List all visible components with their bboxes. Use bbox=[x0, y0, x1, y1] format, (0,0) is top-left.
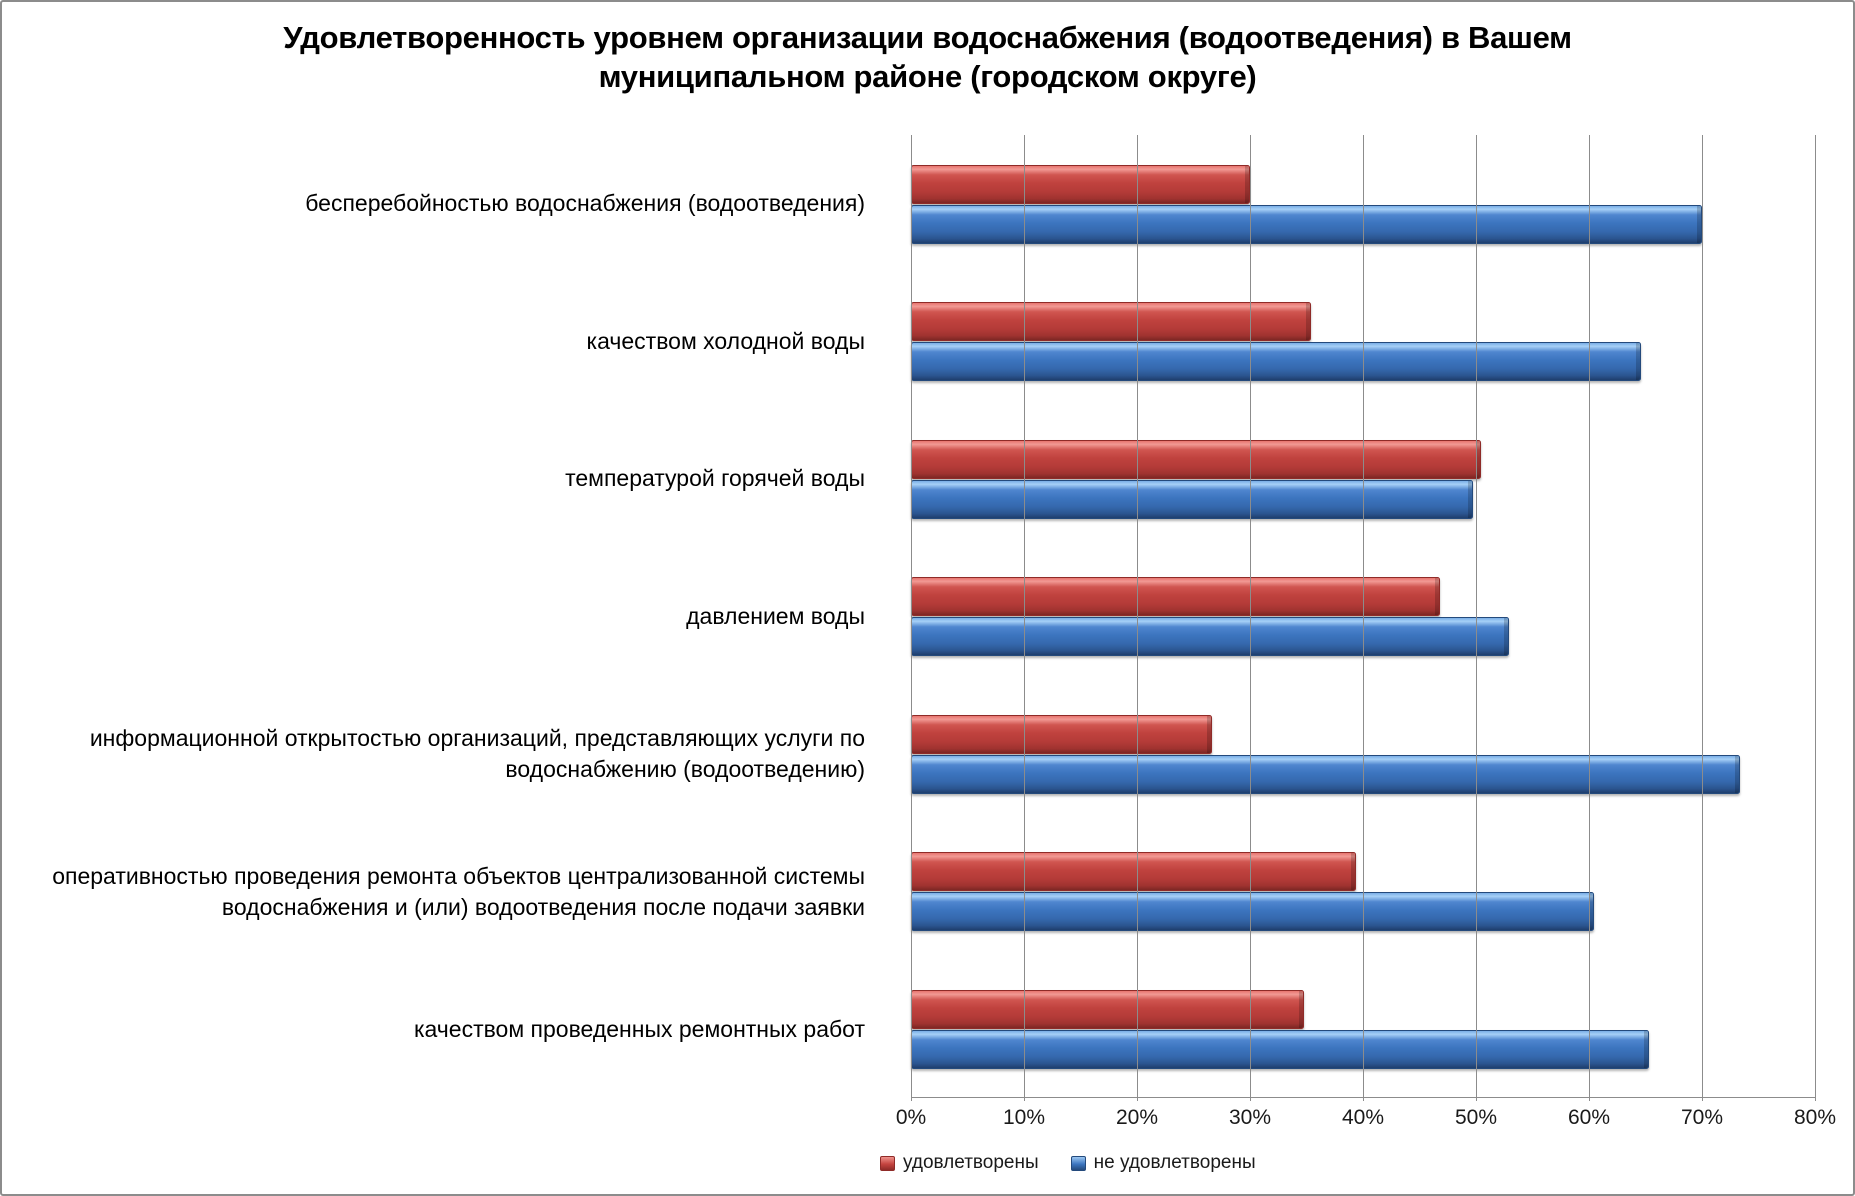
plot-area bbox=[911, 135, 1816, 1101]
legend-item-satisfied: удовлетворены bbox=[880, 1152, 1039, 1174]
chart-title: Удовлетворенность уровнем организации во… bbox=[2, 18, 1853, 96]
x-tick-label-0%: 0% bbox=[895, 1106, 927, 1129]
bar-satisfied bbox=[911, 852, 1357, 892]
category-label: информационной открытостью организаций, … bbox=[89, 725, 865, 783]
x-tick-label-60%: 60% bbox=[1567, 1106, 1611, 1129]
bar-satisfied bbox=[911, 165, 1250, 204]
bar-not-satisfied bbox=[911, 754, 1741, 794]
category-label: бесперебойностью водоснабжения (водоотве… bbox=[305, 190, 865, 217]
bar-not-satisfied bbox=[911, 205, 1702, 244]
bar-row bbox=[911, 135, 1815, 272]
x-tick-label-40%: 40% bbox=[1341, 1106, 1385, 1129]
x-tick-label-80%: 80% bbox=[1793, 1106, 1837, 1129]
x-axis-tick-labels: 0% 10% 20% 30% 40% 50% 60% 70% 80% bbox=[896, 1106, 1836, 1136]
legend-item-not-satisfied: не удовлетворены bbox=[1070, 1152, 1256, 1174]
gridline-80% bbox=[1815, 135, 1816, 1101]
bar-not-satisfied bbox=[911, 479, 1473, 519]
gridline-40% bbox=[1363, 135, 1364, 1101]
category-label: температурой горячей воды bbox=[565, 465, 865, 492]
legend-swatch-satisfied-icon bbox=[880, 1155, 895, 1171]
legend-label-not-satisfied: не удовлетворены bbox=[1093, 1152, 1256, 1173]
x-tick-label-70%: 70% bbox=[1680, 1106, 1724, 1129]
category-label: качеством холодной воды bbox=[586, 327, 865, 354]
bar-rows bbox=[911, 135, 1815, 1097]
gridline-30% bbox=[1250, 135, 1251, 1101]
bar-satisfied bbox=[911, 439, 1481, 479]
chart-title-line2: муниципальном районе (городском округе) bbox=[598, 59, 1257, 94]
bar-satisfied bbox=[911, 989, 1305, 1029]
category-label: давлением воды bbox=[686, 603, 865, 630]
chart-title-line1: Удовлетворенность уровнем организации во… bbox=[283, 20, 1572, 55]
category-label: оперативностью проведения ремонта объект… bbox=[52, 862, 865, 920]
x-tick-label-20%: 20% bbox=[1115, 1106, 1159, 1129]
legend-swatch-not-satisfied-icon bbox=[1070, 1155, 1086, 1171]
gridline-20% bbox=[1137, 135, 1138, 1101]
category-label: качеством проведенных ремонтных работ bbox=[413, 1015, 865, 1042]
bar-not-satisfied bbox=[911, 1029, 1649, 1069]
bar-not-satisfied bbox=[911, 892, 1594, 932]
x-tick-label-30%: 30% bbox=[1228, 1106, 1272, 1129]
bar-row bbox=[911, 685, 1815, 822]
gridline-70% bbox=[1702, 135, 1703, 1101]
x-tick-label-10%: 10% bbox=[1002, 1106, 1046, 1129]
bar-row bbox=[911, 272, 1815, 409]
bar-not-satisfied bbox=[911, 342, 1641, 382]
x-tick-label-50%: 50% bbox=[1454, 1106, 1498, 1129]
bar-row bbox=[911, 547, 1815, 684]
legend-label-satisfied: удовлетворены bbox=[903, 1152, 1039, 1173]
bar-row bbox=[911, 960, 1815, 1097]
category-axis-labels: бесперебойностью водоснабжения (водоотве… bbox=[20, 135, 888, 1098]
bar-not-satisfied bbox=[911, 617, 1509, 657]
gridline-0% bbox=[911, 135, 912, 1101]
bar-satisfied bbox=[911, 302, 1312, 342]
bar-satisfied bbox=[911, 577, 1440, 617]
bar-satisfied bbox=[911, 714, 1212, 754]
gridline-60% bbox=[1589, 135, 1590, 1101]
gridline-50% bbox=[1476, 135, 1477, 1101]
gridline-10% bbox=[1024, 135, 1025, 1101]
legend: удовлетворены не удовлетворены bbox=[880, 1152, 1256, 1174]
